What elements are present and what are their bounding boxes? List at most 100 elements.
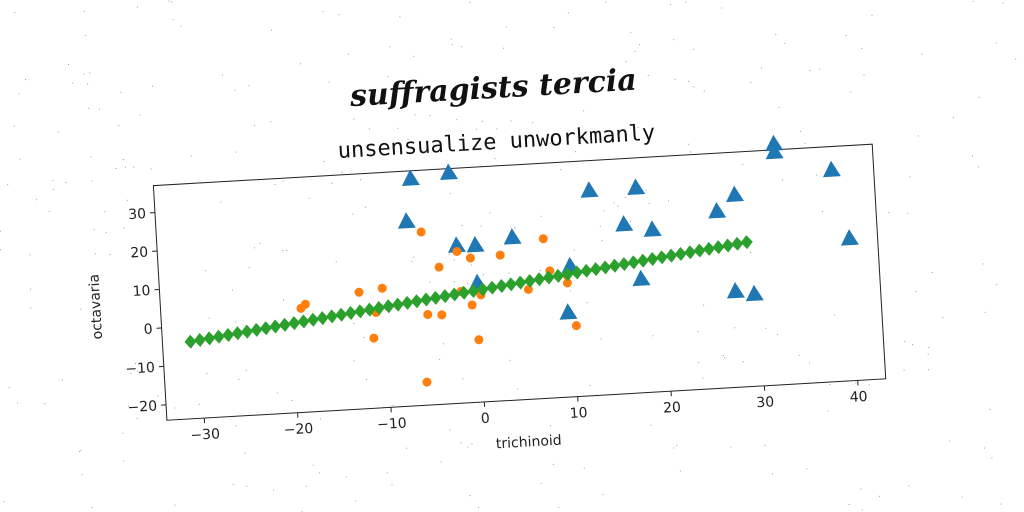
speckle [387, 76, 389, 78]
triangle-point [447, 236, 466, 253]
diamond-point [448, 287, 461, 302]
speckle [8, 387, 10, 389]
speckle [150, 168, 152, 170]
speckle [462, 378, 464, 380]
diamond-point [250, 322, 263, 337]
speckle [248, 267, 250, 269]
speckle [120, 91, 122, 93]
y-axis: −20 −10 0 10 20 30 [125, 206, 167, 416]
speckle [540, 215, 542, 217]
speckle [764, 444, 766, 446]
speckle [482, 120, 483, 122]
speckle [750, 82, 752, 83]
speckle [605, 1, 607, 3]
speckle [698, 362, 699, 364]
diamond-point [599, 260, 612, 275]
triangle-point [580, 181, 599, 198]
speckle [760, 67, 762, 69]
speckle [550, 425, 551, 427]
speckle [84, 35, 86, 36]
speckle [489, 212, 491, 214]
speckle [972, 0, 974, 2]
diamond-point [344, 306, 357, 321]
diamond-point [401, 295, 414, 310]
speckle [14, 11, 16, 13]
diamond-point [184, 334, 197, 349]
speckle [453, 281, 455, 283]
speckle [439, 358, 441, 360]
speckle [804, 142, 806, 144]
speckle [648, 202, 650, 204]
speckle [652, 335, 654, 337]
speckle [105, 232, 107, 234]
speckle [235, 425, 237, 427]
speckle [688, 80, 690, 82]
diamond-point [439, 289, 452, 304]
speckle [772, 473, 773, 475]
speckle [722, 355, 724, 356]
speckle [29, 254, 31, 256]
speckle [909, 176, 911, 178]
speckle [639, 44, 640, 46]
speckle [348, 53, 350, 55]
speckle [692, 48, 694, 50]
circle-point [562, 278, 572, 288]
speckle [253, 124, 255, 126]
circle-point [423, 310, 433, 320]
speckle [328, 81, 330, 83]
chart-figure: suffragists tercia unsensualize unworkma… [86, 63, 887, 453]
speckle [13, 125, 15, 127]
diamond-point [391, 297, 404, 312]
speckle [65, 182, 67, 184]
speckle [558, 506, 560, 508]
speckle [855, 382, 857, 384]
speckle [323, 161, 325, 163]
speckle [634, 50, 636, 52]
speckle [768, 400, 770, 402]
speckle [921, 53, 923, 55]
speckle [335, 261, 337, 263]
speckle [352, 213, 354, 215]
speckle [62, 379, 63, 381]
speckle [703, 90, 705, 92]
speckle [322, 11, 324, 13]
speckle [624, 196, 626, 198]
speckle [87, 83, 89, 85]
y-tick-label: 20 [130, 245, 149, 262]
triangle-point [726, 282, 745, 299]
triangle-point [840, 229, 859, 246]
speckle [599, 225, 601, 227]
speckle [125, 166, 126, 168]
speckle [204, 270, 206, 272]
speckle [834, 314, 835, 316]
speckle [276, 392, 278, 394]
speckle [532, 122, 534, 124]
speckle [97, 301, 98, 303]
circle-point [465, 253, 475, 263]
speckle [750, 252, 751, 253]
speckle [413, 256, 415, 258]
x-axis-label: trichinoid [495, 433, 562, 453]
diamond-point [325, 309, 338, 324]
speckle [503, 47, 505, 49]
diamond-point [580, 263, 593, 278]
speckle [690, 151, 692, 153]
diamond-point [627, 255, 640, 270]
circle-point [369, 333, 379, 343]
speckle [482, 274, 484, 276]
x-tick-label: −30 [190, 426, 220, 444]
speckle [136, 418, 138, 420]
triangle-point [708, 202, 727, 219]
diamond-point [307, 312, 320, 327]
diamond-point [637, 253, 650, 268]
speckle [552, 463, 554, 465]
speckle [560, 169, 562, 171]
speckle [510, 120, 512, 122]
speckle [72, 82, 74, 84]
speckle [848, 504, 850, 505]
speckle [451, 44, 453, 46]
speckle [467, 283, 469, 285]
circle-point [422, 377, 432, 387]
speckle [99, 108, 100, 110]
